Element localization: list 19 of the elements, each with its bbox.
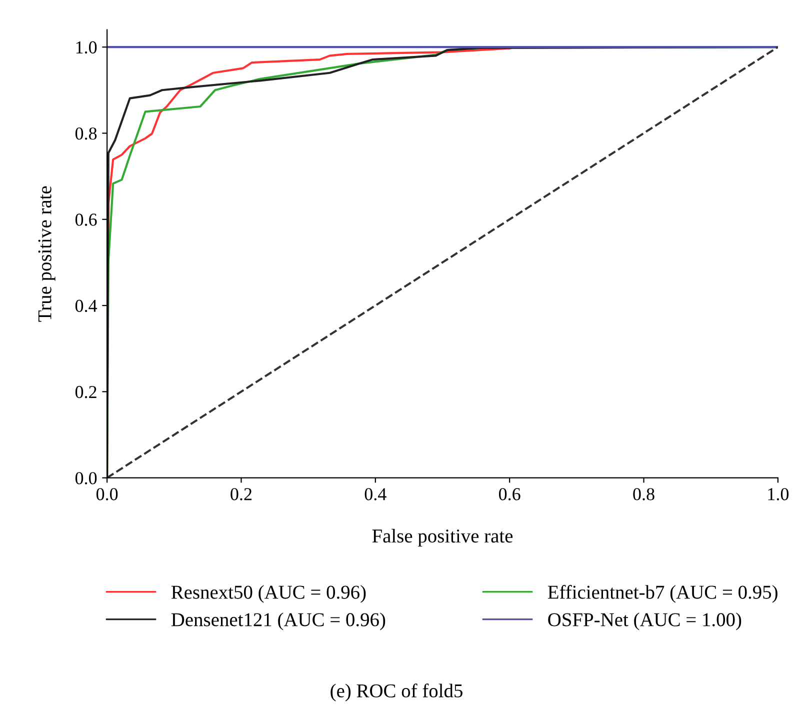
y-tick-label: 0.0 xyxy=(75,472,97,484)
y-tick-label: 0.8 xyxy=(75,127,97,140)
x-tick-label: 0.0 xyxy=(96,488,118,500)
legend-label: Densenet121 (AUC = 0.96) xyxy=(171,612,386,630)
x-tick-label: 0.2 xyxy=(230,488,252,500)
legend-label: Resnext50 (AUC = 0.96) xyxy=(171,585,366,603)
x-tick-label: 0.8 xyxy=(633,488,654,500)
text: (e) ROC of fold5 xyxy=(330,684,462,702)
x-tick-label: 0.4 xyxy=(364,488,386,500)
y-tick-label: 1.0 xyxy=(76,41,97,54)
legend-label: Efficientnet-b7 (AUC = 0.95) xyxy=(548,584,778,603)
y-tick-label: 0.2 xyxy=(75,386,96,398)
legend-label: OSFP-Net (AUC = 1.00) xyxy=(548,612,742,630)
y-tick-label: 0.6 xyxy=(75,214,97,226)
y-axis-title: True positive rate xyxy=(38,186,56,322)
y-tick-label: 0.4 xyxy=(75,300,98,312)
x-tick-label: 1.0 xyxy=(768,488,789,500)
x-axis-title: False positive rate xyxy=(372,528,513,547)
x-tick-label: 0.6 xyxy=(498,488,520,500)
